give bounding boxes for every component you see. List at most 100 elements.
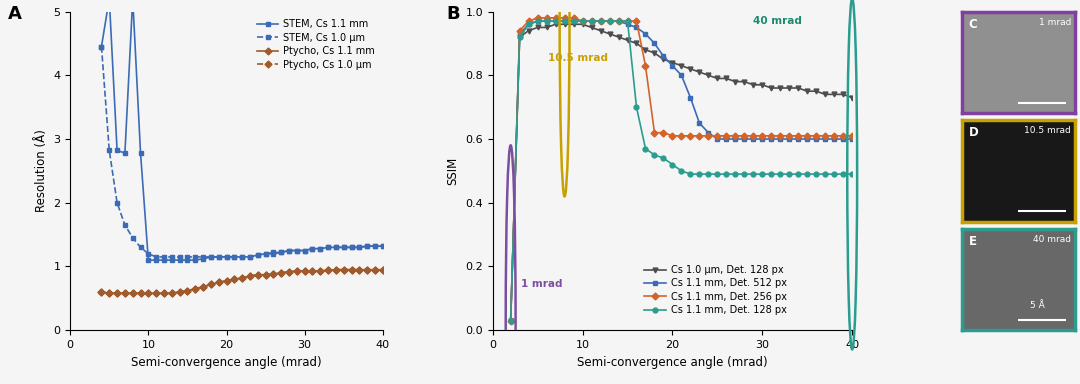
Cs 1.1 mm, Det. 512 px [531,19,544,23]
Cs 1.0 μm, Det. 128 px [639,48,652,52]
STEM, Cs 1.0 μm [134,245,147,250]
Ptycho, Cs 1.0 μm [189,286,202,291]
Ptycho, Cs 1.0 μm [95,290,108,294]
Cs 1.1 mm, Det. 512 px [657,54,670,58]
STEM, Cs 1.1 mm [220,255,233,259]
Line: STEM, Cs 1.1 mm: STEM, Cs 1.1 mm [99,0,386,263]
Cs 1.1 mm, Det. 128 px [513,35,526,39]
Cs 1.0 μm, Det. 128 px [738,79,751,84]
STEM, Cs 1.1 mm [235,255,248,259]
Cs 1.1 mm, Det. 128 px [702,172,715,176]
Cs 1.1 mm, Det. 256 px [567,16,580,20]
Cs 1.0 μm, Det. 128 px [666,60,679,65]
Cs 1.1 mm, Det. 512 px [540,19,553,23]
Ptycho, Cs 1.1 mm [141,291,154,296]
STEM, Cs 1.0 μm [119,223,132,227]
Text: C: C [969,18,977,31]
Cs 1.1 mm, Det. 256 px [504,318,517,323]
Y-axis label: SSIM: SSIM [447,157,460,185]
Cs 1.1 mm, Det. 256 px [621,19,634,23]
STEM, Cs 1.0 μm [314,247,327,251]
Text: 1 mrad: 1 mrad [1039,18,1071,26]
Cs 1.1 mm, Det. 128 px [738,172,751,176]
Ptycho, Cs 1.0 μm [376,267,389,272]
Cs 1.1 mm, Det. 256 px [684,134,697,138]
Cs 1.1 mm, Det. 512 px [522,22,535,26]
Cs 1.0 μm, Det. 128 px [702,73,715,78]
Cs 1.1 mm, Det. 256 px [522,19,535,23]
Ptycho, Cs 1.1 mm [298,269,311,273]
Ptycho, Cs 1.0 μm [220,278,233,283]
Text: 40 mrad: 40 mrad [1034,235,1071,244]
Cs 1.0 μm, Det. 128 px [756,83,769,87]
Ptycho, Cs 1.1 mm [235,276,248,280]
STEM, Cs 1.0 μm [197,255,210,259]
Cs 1.1 mm, Det. 256 px [702,134,715,138]
Cs 1.0 μm, Det. 128 px [827,92,840,97]
STEM, Cs 1.1 mm [298,248,311,253]
STEM, Cs 1.0 μm [235,255,248,259]
STEM, Cs 1.1 mm [243,255,256,259]
Cs 1.1 mm, Det. 128 px [729,172,742,176]
STEM, Cs 1.1 mm [337,245,350,250]
Ptycho, Cs 1.0 μm [141,291,154,296]
Cs 1.1 mm, Det. 128 px [504,318,517,323]
STEM, Cs 1.0 μm [329,245,342,250]
Cs 1.1 mm, Det. 512 px [702,130,715,135]
Cs 1.1 mm, Det. 512 px [738,137,751,141]
STEM, Cs 1.0 μm [189,255,202,259]
Cs 1.1 mm, Det. 128 px [585,19,598,23]
Cs 1.0 μm, Det. 128 px [540,25,553,30]
Cs 1.1 mm, Det. 128 px [594,19,607,23]
STEM, Cs 1.0 μm [322,245,335,250]
Ptycho, Cs 1.0 μm [291,269,303,273]
Cs 1.1 mm, Det. 512 px [504,318,517,323]
Ptycho, Cs 1.1 mm [181,288,194,293]
Ptycho, Cs 1.0 μm [181,288,194,293]
Cs 1.0 μm, Det. 128 px [504,318,517,323]
Cs 1.1 mm, Det. 512 px [549,19,562,23]
Ptycho, Cs 1.1 mm [110,291,123,296]
STEM, Cs 1.1 mm [361,244,374,248]
STEM, Cs 1.1 mm [353,245,366,250]
Cs 1.0 μm, Det. 128 px [773,86,786,90]
Cs 1.1 mm, Det. 512 px [846,137,859,141]
Cs 1.0 μm, Det. 128 px [657,57,670,61]
STEM, Cs 1.0 μm [337,245,350,250]
Cs 1.0 μm, Det. 128 px [729,79,742,84]
Cs 1.1 mm, Det. 256 px [756,134,769,138]
Cs 1.0 μm, Det. 128 px [630,41,643,46]
Ptycho, Cs 1.1 mm [291,269,303,273]
Ptycho, Cs 1.0 μm [126,291,139,296]
Ptycho, Cs 1.1 mm [126,291,139,296]
Ptycho, Cs 1.0 μm [150,291,163,296]
STEM, Cs 1.1 mm [259,252,272,256]
Cs 1.1 mm, Det. 512 px [720,137,733,141]
Ptycho, Cs 1.0 μm [259,273,272,277]
Ptycho, Cs 1.1 mm [274,271,287,275]
STEM, Cs 1.1 mm [134,151,147,156]
Cs 1.1 mm, Det. 256 px [594,19,607,23]
STEM, Cs 1.1 mm [283,248,296,253]
STEM, Cs 1.0 μm [204,255,217,259]
STEM, Cs 1.1 mm [103,0,116,1]
Cs 1.0 μm, Det. 128 px [819,92,832,97]
STEM, Cs 1.0 μm [220,255,233,259]
Ptycho, Cs 1.0 μm [173,290,186,294]
Text: 10.5 mrad: 10.5 mrad [1025,126,1071,135]
Ptycho, Cs 1.1 mm [361,267,374,272]
Ptycho, Cs 1.1 mm [346,267,359,272]
Cs 1.1 mm, Det. 128 px [693,172,706,176]
STEM, Cs 1.0 μm [95,44,108,49]
STEM, Cs 1.1 mm [267,250,280,255]
Cs 1.1 mm, Det. 512 px [684,95,697,100]
Ptycho, Cs 1.1 mm [306,269,319,273]
Legend: STEM, Cs 1.1 mm, STEM, Cs 1.0 μm, Ptycho, Cs 1.1 mm, Ptycho, Cs 1.0 μm: STEM, Cs 1.1 mm, STEM, Cs 1.0 μm, Ptycho… [254,17,378,73]
Cs 1.1 mm, Det. 512 px [639,31,652,36]
Cs 1.0 μm, Det. 128 px [747,83,760,87]
STEM, Cs 1.1 mm [189,258,202,262]
Ptycho, Cs 1.0 μm [267,272,280,276]
Cs 1.1 mm, Det. 512 px [567,19,580,23]
STEM, Cs 1.1 mm [376,244,389,248]
Ptycho, Cs 1.0 μm [103,291,116,296]
